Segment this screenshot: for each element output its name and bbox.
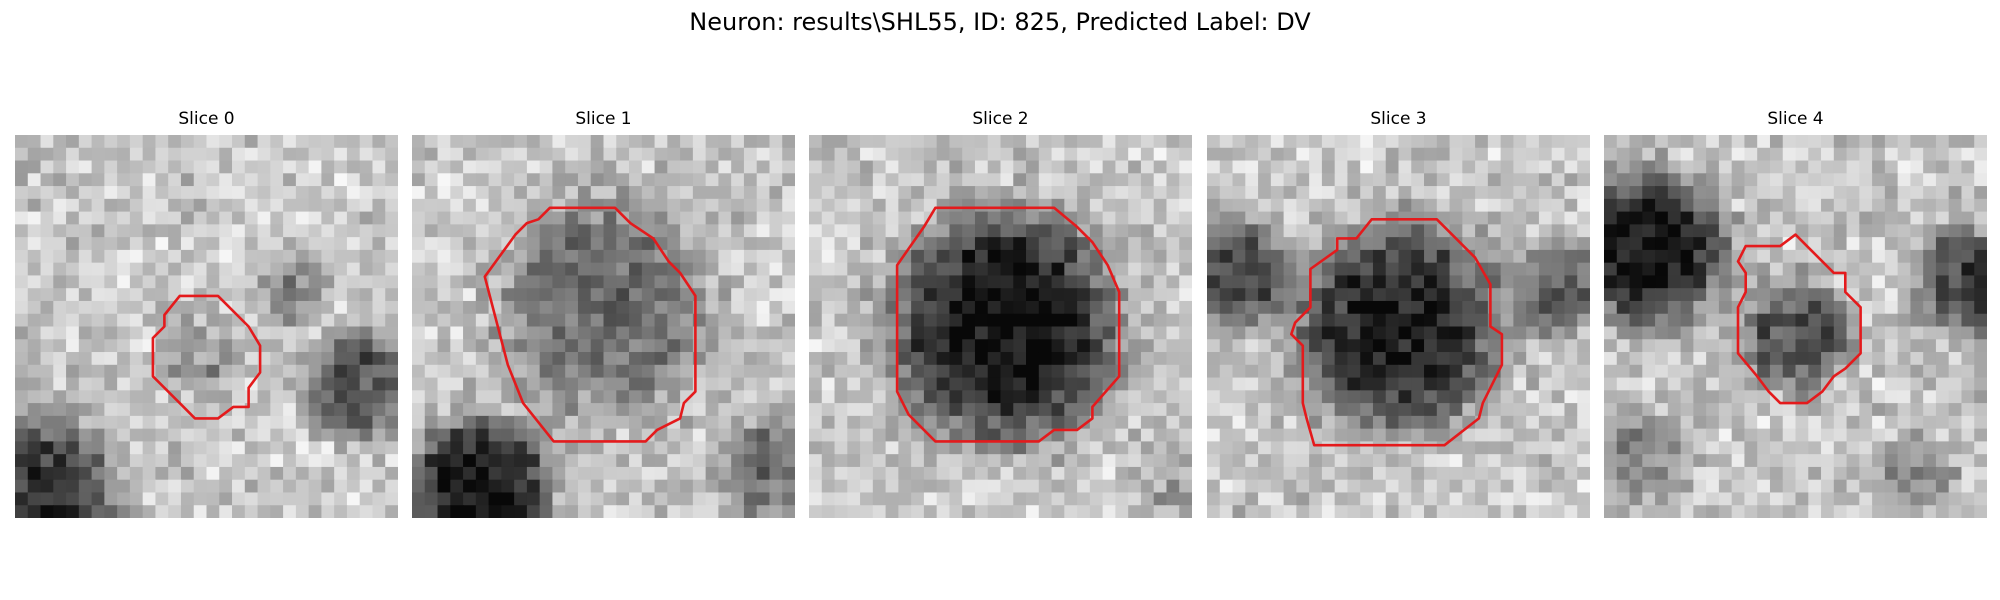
slice-3-image (1207, 135, 1590, 518)
slice-3-title: Slice 3 (1370, 109, 1427, 129)
roi-outline (1736, 233, 1862, 405)
slice-2-image (809, 135, 1192, 518)
slice-2-title: Slice 2 (972, 109, 1029, 129)
slice-1-title: Slice 1 (575, 109, 632, 129)
slice-4-image (1604, 135, 1987, 518)
roi-outline (895, 206, 1121, 443)
roi-outline (483, 206, 697, 443)
pixel-grid (412, 135, 795, 518)
slice-panel-3: Slice 3 (1207, 108, 1590, 518)
slice-panel-1: Slice 1 (412, 108, 795, 518)
slice-0-image (15, 135, 398, 518)
pixel-grid (1604, 135, 1987, 518)
slice-0-title: Slice 0 (178, 109, 235, 129)
slice-panel-2: Slice 2 (809, 108, 1192, 518)
roi-outline (151, 294, 262, 420)
slice-4-title: Slice 4 (1767, 109, 1824, 129)
pixel-grid (809, 135, 1192, 518)
slice-1-image (412, 135, 795, 518)
figure-title: Neuron: results\SHL55, ID: 825, Predicte… (689, 8, 1311, 36)
roi-outline (1290, 218, 1504, 447)
slice-panel-4: Slice 4 (1604, 108, 1987, 518)
pixel-grid (1207, 135, 1590, 518)
pixel-grid (15, 135, 398, 518)
slice-panel-0: Slice 0 (15, 108, 398, 518)
